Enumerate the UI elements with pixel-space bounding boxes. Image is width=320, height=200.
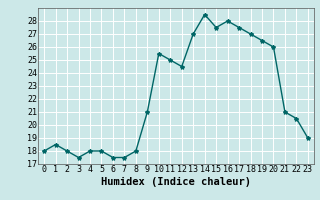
X-axis label: Humidex (Indice chaleur): Humidex (Indice chaleur) <box>101 177 251 187</box>
